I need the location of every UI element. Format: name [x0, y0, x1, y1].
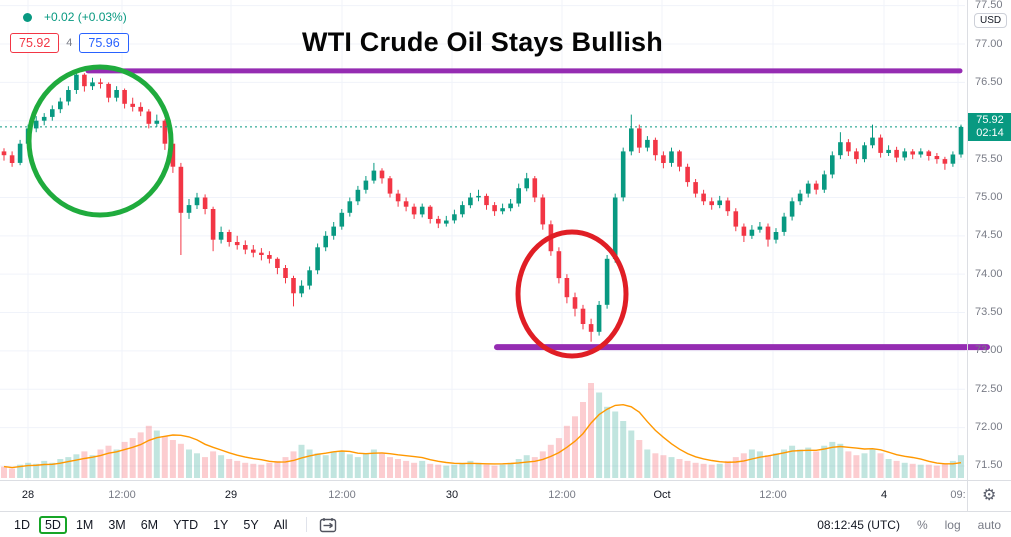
price-axis-label: 74.50 [975, 229, 1003, 242]
price-axis-label: 77.50 [975, 0, 1003, 12]
price-axis-label: 76.50 [975, 75, 1003, 88]
range-button-1d[interactable]: 1D [8, 516, 36, 534]
range-button-1m[interactable]: 1M [70, 516, 99, 534]
time-axis-label: 29 [224, 489, 238, 501]
bid-ask-spread: 4 [66, 37, 73, 49]
percent-scale-button[interactable]: % [916, 517, 928, 532]
sell-price-button[interactable]: 75.92 [10, 33, 60, 53]
current-price-badge: 75.92 02:14 [968, 112, 1011, 141]
green-circle-annotation[interactable] [26, 64, 174, 218]
currency-badge[interactable]: USD [974, 13, 1008, 28]
candles-layer [0, 70, 965, 342]
price-axis[interactable]: USD 75.92 02:14 77.5077.0076.5076.0075.5… [967, 0, 1011, 511]
volume-layer [1, 383, 964, 479]
symbol-marker-dot [23, 12, 32, 22]
time-axis-label: 28 [21, 489, 35, 501]
clock-utc[interactable]: 08:12:45 (UTC) [817, 517, 900, 532]
range-button-6m[interactable]: 6M [135, 516, 164, 534]
price-axis-label: 72.50 [975, 382, 1003, 395]
time-axis[interactable]: ⚙ 28 12:00 29 12:00 30 12:00 Oct 12:00 4 09: [0, 480, 1011, 512]
bottom-toolbar: 1D 5D 1M 3M 6M YTD 1Y 5Y All 08:12:45 (UTC) % log… [0, 511, 1011, 537]
range-button-ytd[interactable]: YTD [167, 516, 204, 534]
time-axis-label: 12:00 [328, 489, 356, 501]
range-button-5d[interactable]: 5D [38, 515, 67, 534]
buy-price-button[interactable]: 75.96 [79, 33, 129, 53]
time-axis-label: 09: [950, 489, 966, 501]
range-button-5y[interactable]: 5Y [237, 516, 264, 534]
legend-bid-ask-row: 75.92 4 75.96 [10, 33, 129, 53]
time-axis-label: 4 [880, 489, 888, 501]
time-axis-label: 12:00 [548, 489, 576, 501]
price-chart-canvas[interactable] [0, 0, 1011, 480]
grid-layer [0, 0, 965, 480]
red-circle-annotation[interactable] [515, 229, 629, 359]
range-button-1y[interactable]: 1Y [207, 516, 234, 534]
volume-ma-line [3, 403, 962, 469]
current-price-value: 75.92 [976, 113, 1004, 126]
scale-buttons-group: % log auto [917, 518, 1001, 532]
time-axis-label: 12:00 [759, 489, 787, 501]
price-axis-label: 75.00 [975, 190, 1003, 203]
annotations-layer [26, 64, 990, 359]
settings-gear-icon[interactable]: ⚙ [982, 487, 997, 504]
time-axis-label: 30 [445, 489, 459, 501]
chart-pane[interactable]: WTI Crude Oil Stays Bullish +0.02 (+0.03… [0, 0, 1011, 480]
log-scale-button[interactable]: log [944, 517, 961, 532]
price-change-text: +0.02 (+0.03%) [44, 10, 127, 24]
symbol-legend: +0.02 (+0.03%) 75.92 4 75.96 [10, 8, 129, 53]
legend-change-row: +0.02 (+0.03%) [10, 8, 129, 26]
price-axis-label: 73.50 [975, 306, 1003, 319]
auto-scale-button[interactable]: auto [977, 517, 1001, 532]
price-axis-label: 74.00 [975, 267, 1003, 280]
chart-title-annotation[interactable]: WTI Crude Oil Stays Bullish [302, 27, 663, 57]
price-axis-label: 71.50 [975, 459, 1003, 472]
price-axis-label: 75.50 [975, 152, 1003, 165]
toolbar-divider [305, 517, 307, 532]
time-axis-label: 12:00 [108, 489, 136, 501]
date-range-selector: 1D 5D 1M 3M 6M YTD 1Y 5Y All [8, 515, 294, 534]
price-axis-label: 77.00 [975, 37, 1003, 50]
price-axis-label: 73.00 [975, 344, 1003, 357]
range-button-all[interactable]: All [268, 516, 294, 534]
range-button-3m[interactable]: 3M [102, 516, 131, 534]
go-to-date-icon[interactable] [319, 517, 341, 533]
time-axis-label: Oct [653, 489, 671, 501]
toolbar-right-group: 08:12:45 (UTC) % log auto [817, 518, 1003, 532]
bar-countdown: 02:14 [976, 126, 1004, 139]
price-axis-label: 72.00 [975, 421, 1003, 434]
